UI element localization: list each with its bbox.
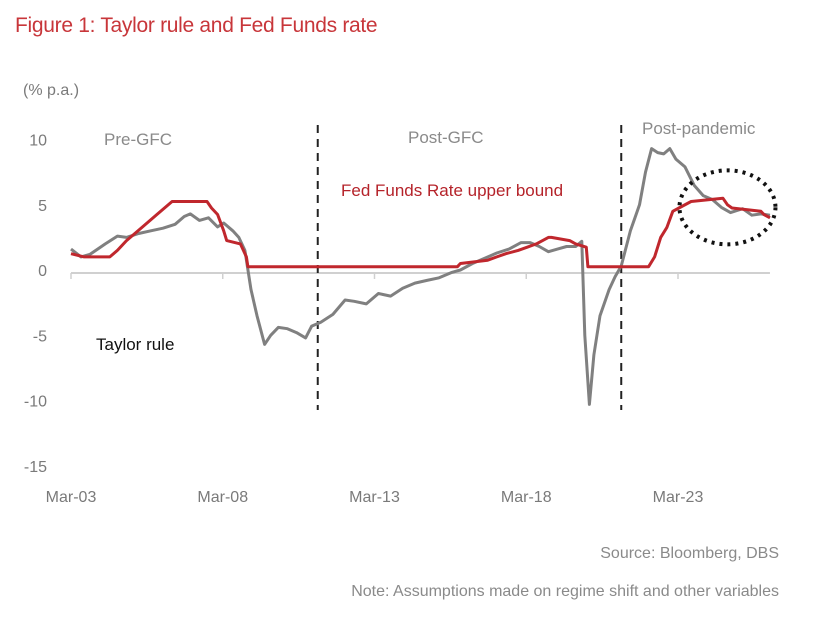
region-label-pre-gfc: Pre-GFC [104,130,172,149]
footnote: Note: Assumptions made on regime shift a… [351,583,779,600]
x-tick-label: Mar-03 [46,489,97,506]
taylor-rule-line [70,147,771,406]
y-axis-ticks: 10 5 0 -5 -10 -15 [24,133,47,476]
annotation-taylor-rule: Taylor rule [96,335,174,354]
y-tick-label: -5 [33,328,47,345]
y-tick-label: -15 [24,459,47,476]
y-tick-label: 10 [29,133,47,150]
region-label-post-pandemic: Post-pandemic [642,119,756,138]
y-tick-label: -10 [24,394,47,411]
source-note: Source: Bloomberg, DBS [600,545,779,562]
x-tick-label: Mar-18 [501,489,552,506]
x-axis-ticks: Mar-03 Mar-08 Mar-13 Mar-18 Mar-23 [46,273,704,506]
series-lines [70,147,771,406]
x-tick-label: Mar-08 [197,489,248,506]
region-label-post-gfc: Post-GFC [408,128,484,147]
fed-funds-rate-line [70,196,771,269]
y-tick-label: 0 [38,263,47,280]
highlight-ellipse [677,168,778,247]
highlight-ellipse-group [677,168,778,247]
figure-title: Figure 1: Taylor rule and Fed Funds rate [15,14,378,37]
y-tick-label: 5 [38,198,47,215]
x-tick-label: Mar-13 [349,489,400,506]
y-axis-unit-label: (% p.a.) [23,82,80,99]
x-tick-label: Mar-23 [653,489,704,506]
annotation-fed-funds: Fed Funds Rate upper bound [341,181,563,200]
